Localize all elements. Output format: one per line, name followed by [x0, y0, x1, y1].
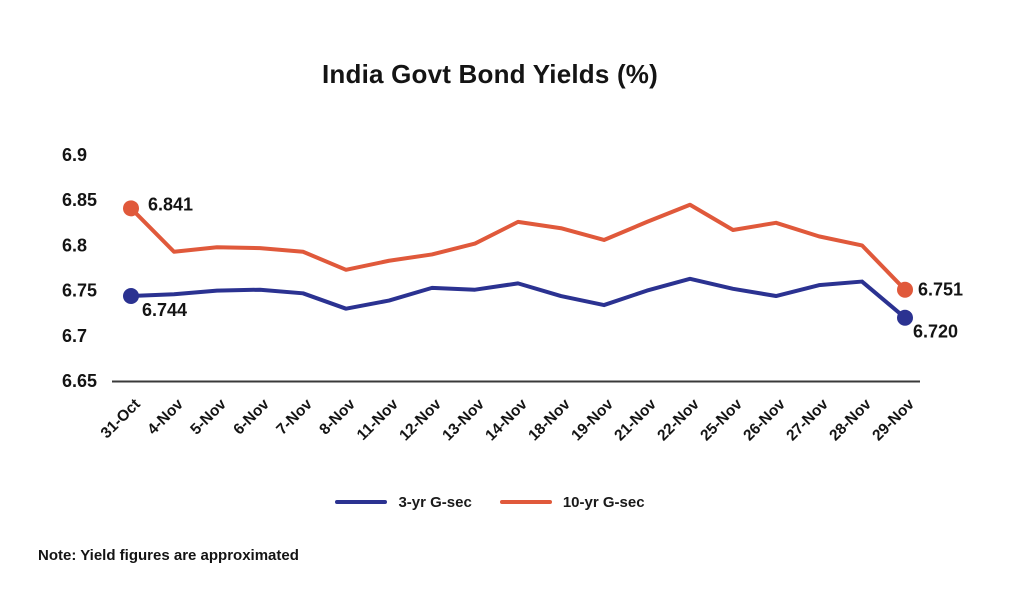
x-axis-tick-label: 22-Nov	[654, 396, 703, 445]
data-point-marker	[897, 309, 913, 326]
y-axis-tick-label: 6.8	[62, 235, 87, 255]
x-axis-tick-label: 27-Nov	[783, 396, 832, 445]
footnote: Note: Yield figures are approximated	[38, 547, 299, 564]
data-point-marker	[123, 288, 139, 305]
x-axis-tick-label: 12-Nov	[396, 396, 445, 445]
legend-label-3yr-gsec: 3-yr G-sec	[398, 493, 472, 511]
data-point-marker	[123, 200, 139, 217]
x-axis-tick-label: 21-Nov	[611, 396, 660, 445]
y-axis-tick-label: 6.85	[62, 190, 97, 210]
data-point-label: 6.751	[918, 280, 963, 300]
y-axis-tick-label: 6.9	[62, 145, 87, 165]
data-point-label: 6.720	[913, 322, 958, 342]
legend-item-10yr-gsec: 10-yr G-sec	[499, 493, 645, 511]
data-point-label: 6.744	[142, 300, 187, 320]
series-line-3yr-gsec	[129, 276, 907, 320]
legend-swatch-3yr-icon	[335, 500, 388, 504]
series-line-10yr-gsec	[129, 202, 907, 292]
data-point-marker	[897, 281, 913, 298]
y-axis-tick-label: 6.75	[62, 281, 97, 301]
x-axis-tick-label: 26-Nov	[740, 396, 789, 445]
x-axis-tick-label: 28-Nov	[826, 396, 875, 445]
data-point-label: 6.841	[148, 194, 193, 214]
x-axis-tick-label: 19-Nov	[568, 396, 617, 445]
x-axis-tick-label: 6-Nov	[230, 396, 273, 439]
x-axis-tick-label: 18-Nov	[525, 396, 574, 445]
x-axis-tick-label: 7-Nov	[273, 396, 316, 439]
chart-legend: 3-yr G-sec 10-yr G-sec	[0, 492, 980, 512]
x-axis-tick-label: 25-Nov	[697, 396, 746, 445]
x-axis-tick-label: 5-Nov	[187, 396, 230, 439]
chart-title: India Govt Bond Yields (%)	[321, 59, 658, 89]
x-axis-tick-label: 4-Nov	[144, 396, 187, 439]
y-axis-tick-label: 6.7	[62, 326, 87, 346]
x-axis-tick-label: 14-Nov	[482, 396, 531, 445]
x-axis-tick-label: 13-Nov	[439, 396, 488, 445]
x-axis-tick-label: 31-Oct	[98, 396, 144, 442]
legend-label-10yr-gsec: 10-yr G-sec	[562, 493, 645, 511]
legend-item-3yr-gsec: 3-yr G-sec	[335, 493, 472, 511]
y-axis-tick-label: 6.65	[62, 371, 97, 391]
legend-swatch-10yr-icon	[499, 500, 552, 504]
x-axis-tick-label: 29-Nov	[869, 396, 918, 445]
x-axis-tick-label: 11-Nov	[354, 396, 402, 444]
